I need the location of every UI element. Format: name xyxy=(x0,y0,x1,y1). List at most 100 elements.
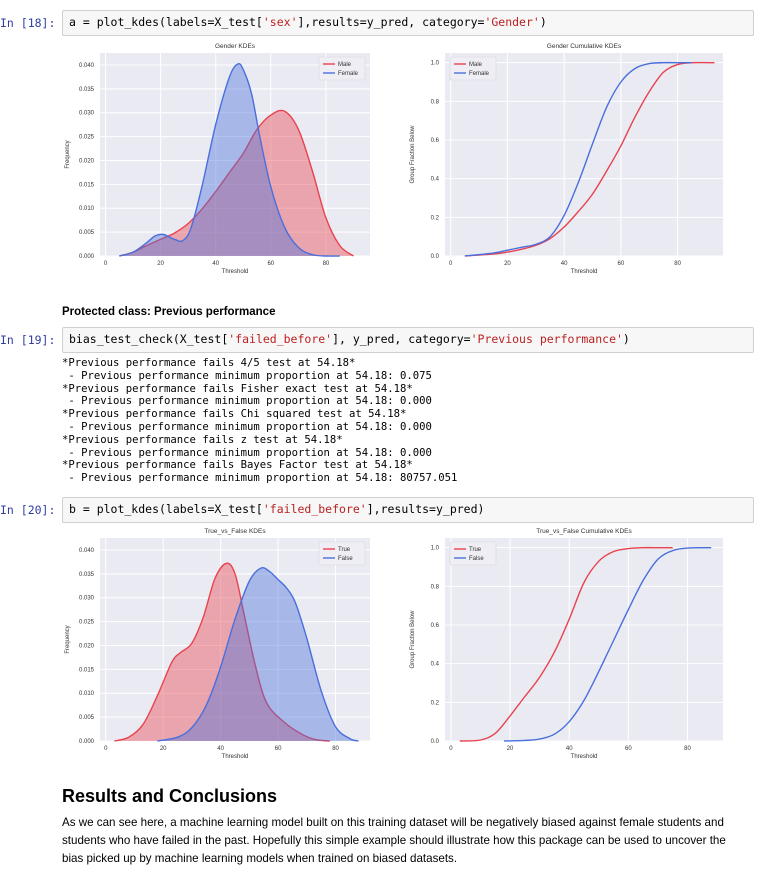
series-line-true xyxy=(114,562,330,742)
output-line: - Previous performance minimum proportio… xyxy=(62,395,432,408)
y-tick-label: 0.6 xyxy=(431,623,440,629)
output-line: - Previous performance minimum proportio… xyxy=(62,472,458,485)
cell-output: *Previous performance fails 4/5 test at … xyxy=(62,357,457,485)
y-tick-label: 0.0 xyxy=(431,254,440,260)
x-tick-label: 60 xyxy=(625,746,632,752)
gender-kde-chart: 0 20 40 60 80 0.000 0.005 0.010 0.015 0.020 0.025 0… xyxy=(65,43,370,275)
y-tick-label: 0.015 xyxy=(79,182,95,188)
y-tick-label: 0.005 xyxy=(79,230,95,236)
x-tick-label: 80 xyxy=(684,746,691,752)
x-axis-label: Threshold xyxy=(222,754,249,760)
legend-label: Female xyxy=(469,71,490,77)
y-tick-label: 0.030 xyxy=(79,596,95,602)
code-string: 'Gender' xyxy=(484,15,540,29)
code-cell[interactable]: bias_test_check(X_test['failed_before'],… xyxy=(62,327,754,353)
code-text: a = plot_kdes(labels=X_test[ xyxy=(69,15,263,29)
legend-box xyxy=(318,541,366,566)
x-tick-label: 40 xyxy=(212,261,219,267)
y-tick-label: 0.2 xyxy=(431,215,440,221)
code-text: ], y_pred, category= xyxy=(332,332,471,346)
legend-label: True xyxy=(338,547,351,553)
x-tick-label: 80 xyxy=(332,746,339,752)
output-line: *Previous performance fails Fisher exact… xyxy=(62,382,413,395)
y-tick-label: 0.0 xyxy=(431,739,440,745)
series-line-male xyxy=(464,61,715,257)
output-line: - Previous performance minimum proportio… xyxy=(62,369,432,382)
legend-label: Male xyxy=(338,62,352,68)
cell-prompt: In [20]: xyxy=(0,503,56,517)
code-text: ) xyxy=(622,332,630,346)
output-line: *Previous performance fails z test at 54… xyxy=(62,433,343,446)
output-line: *Previous performance fails 4/5 test at … xyxy=(62,357,356,369)
code-cell[interactable]: a = plot_kdes(labels=X_test['sex'],resul… xyxy=(62,10,754,36)
legend-label: False xyxy=(469,556,484,562)
chart-title: Gender KDEs xyxy=(215,43,256,50)
section-heading: Protected class: Previous performance xyxy=(62,306,276,318)
y-tick-label: 0.010 xyxy=(79,206,95,212)
series-line-female xyxy=(119,62,340,257)
y-tick-label: 0.015 xyxy=(79,667,95,673)
series-line-true xyxy=(459,546,673,742)
y-tick-label: 0.020 xyxy=(79,643,95,649)
y-tick-label: 0.040 xyxy=(79,63,95,69)
x-tick-label: 20 xyxy=(507,746,514,752)
x-axis-label: Threshold xyxy=(571,754,598,760)
x-tick-label: 20 xyxy=(504,261,511,267)
y-tick-label: 0.010 xyxy=(79,691,95,697)
series-line-false xyxy=(157,566,359,742)
y-tick-label: 0.000 xyxy=(79,254,95,260)
code-string: 'sex' xyxy=(262,15,298,29)
y-axis-label: Frequency xyxy=(65,140,71,168)
x-axis-label: Threshold xyxy=(222,269,249,275)
code-text: ],results=y_pred, category= xyxy=(297,15,485,29)
y-tick-label: 0.8 xyxy=(431,584,440,590)
y-tick-label: 0.035 xyxy=(79,572,95,578)
legend-label: False xyxy=(338,556,353,562)
code-cell[interactable]: b = plot_kdes(labels=X_test['failed_befo… xyxy=(62,497,754,523)
series-area-male xyxy=(119,110,354,256)
x-tick-label: 60 xyxy=(275,746,282,752)
output-line: - Previous performance minimum proportio… xyxy=(62,420,432,433)
true-false-cumulative-chart: 0 20 40 60 80 0.0 0.2 0.4 0.6 0.8 1.0 True_vs_False… xyxy=(410,528,723,760)
y-tick-label: 0.4 xyxy=(431,177,440,183)
chart-title: True_vs_False Cumulative KDEs xyxy=(536,528,632,535)
code-string: 'failed_before' xyxy=(228,332,333,346)
x-tick-label: 20 xyxy=(157,261,164,267)
legend-label: True xyxy=(469,547,482,553)
chart-title: True_vs_False KDEs xyxy=(204,528,266,535)
code-text: ) xyxy=(539,15,547,29)
y-axis-label: Group Fraction Below xyxy=(410,125,416,184)
y-axis-label: Group Fraction Below xyxy=(410,610,416,669)
y-tick-label: 0.005 xyxy=(79,715,95,721)
series-line-male xyxy=(119,109,354,257)
y-tick-label: 0.020 xyxy=(79,158,95,164)
y-tick-label: 1.0 xyxy=(431,546,440,552)
legend-label: Female xyxy=(338,71,359,77)
x-tick-label: 80 xyxy=(323,261,330,267)
output-line: - Previous performance minimum proportio… xyxy=(62,446,432,459)
y-tick-label: 1.0 xyxy=(431,61,440,67)
x-tick-label: 0 xyxy=(449,261,453,267)
output-line: *Previous performance fails Bayes Factor… xyxy=(62,459,413,472)
x-tick-label: 40 xyxy=(561,261,568,267)
y-tick-label: 0.4 xyxy=(431,662,440,668)
y-tick-label: 0.2 xyxy=(431,700,440,706)
y-tick-label: 0.025 xyxy=(79,620,95,626)
y-tick-label: 0.040 xyxy=(79,548,95,554)
x-axis-label: Threshold xyxy=(571,269,598,275)
y-axis-label: Frequency xyxy=(65,625,71,653)
series-line-female xyxy=(464,61,692,257)
gender-cumulative-chart: 0 20 40 60 80 0.0 0.2 0.4 0.6 0.8 1.0 Gender Cumula… xyxy=(410,43,723,275)
x-tick-label: 60 xyxy=(267,261,274,267)
legend-label: Male xyxy=(469,62,483,68)
x-tick-label: 60 xyxy=(618,261,625,267)
y-tick-label: 0.025 xyxy=(79,135,95,141)
plot-area xyxy=(445,53,723,256)
plot-area xyxy=(100,53,370,256)
code-string: 'Previous performance' xyxy=(470,332,623,346)
code-text: b = plot_kdes(labels=X_test[ xyxy=(69,502,263,516)
legend-box xyxy=(449,541,497,566)
true-false-kde-chart: 0 20 40 60 80 0.000 0.005 0.010 0.015 0.020 0.025 0… xyxy=(65,528,370,760)
y-tick-label: 0.8 xyxy=(431,99,440,105)
x-tick-label: 20 xyxy=(160,746,167,752)
